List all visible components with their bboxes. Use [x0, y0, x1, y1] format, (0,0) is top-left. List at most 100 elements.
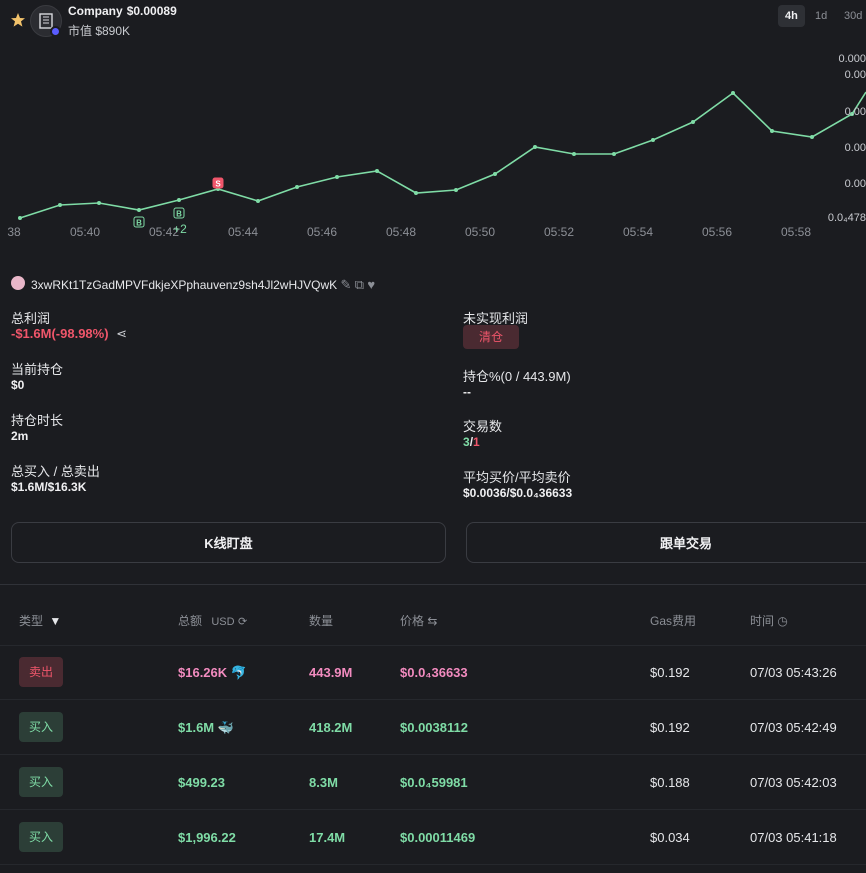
- switch-arrows-icon[interactable]: ⇆: [427, 614, 438, 628]
- price-point: [414, 191, 418, 195]
- y-tick-label: 0.00: [845, 69, 866, 81]
- row-price: $0.00011469: [400, 830, 476, 845]
- price-point: [256, 199, 260, 203]
- row-divider: [0, 754, 866, 755]
- total-profit-amount: -$1.6M(-98.98%): [11, 326, 109, 341]
- whale-icon: 🐳: [217, 720, 234, 735]
- col-time: 时间 ◷: [750, 612, 788, 629]
- price-point: [770, 129, 774, 133]
- clock-icon[interactable]: ◷: [777, 614, 788, 628]
- row-price: $0.0₄36633: [400, 665, 468, 680]
- row-time: 07/03 05:43:26: [750, 665, 837, 680]
- trades-label: 交易数: [463, 419, 503, 434]
- col-total-unit[interactable]: USD: [211, 616, 235, 628]
- price-point: [454, 188, 458, 192]
- total-profit-value: -$1.6M(-98.98%) ⋖: [11, 326, 127, 342]
- marker-label: B: [136, 219, 142, 228]
- holding-label: 当前持仓: [11, 362, 64, 377]
- x-tick-label: 05:54: [623, 225, 653, 239]
- x-tick-label: 05:50: [465, 225, 495, 239]
- row-gas: $0.192: [650, 720, 690, 735]
- col-type-label: 类型: [19, 614, 44, 628]
- duration-value: 2m: [11, 429, 29, 443]
- col-amount: 数量: [309, 614, 334, 628]
- heart-icon[interactable]: ♥: [367, 277, 376, 292]
- buy-marker[interactable]: [133, 216, 145, 228]
- favorite-star-icon[interactable]: [10, 12, 26, 28]
- col-total: 总额 USD ⟳: [178, 612, 247, 629]
- row-amount: 17.4M: [309, 830, 346, 845]
- col-total-label: 总额: [178, 614, 203, 628]
- swap-currency-icon[interactable]: ⟳: [237, 616, 248, 628]
- holding-pct-value: --: [463, 385, 471, 399]
- x-tick-label: 05:52: [544, 225, 574, 239]
- marker-label: S: [215, 180, 221, 189]
- more-markers-label[interactable]: +2: [173, 222, 187, 236]
- marker-label: B: [176, 210, 182, 219]
- price-point: [810, 135, 814, 139]
- market-cap: 市值 $890K: [68, 24, 131, 38]
- copy-trade-button[interactable]: 跟单交易: [466, 522, 866, 563]
- price-point: [137, 208, 141, 212]
- row-gas: $0.034: [650, 830, 690, 845]
- y-tick-label: 0.00: [845, 106, 866, 118]
- row-amount: 8.3M: [309, 775, 338, 790]
- col-type[interactable]: 类型 ▼: [19, 612, 61, 629]
- price-point: [731, 91, 735, 95]
- price-point: [18, 216, 22, 220]
- col-price: 价格 ⇆: [400, 612, 437, 629]
- row-divider: [0, 645, 866, 646]
- row-total: $16.26K 🐬: [178, 665, 247, 681]
- filter-icon[interactable]: ▼: [49, 614, 62, 628]
- kline-watch-button[interactable]: K线盯盘: [11, 522, 446, 563]
- token-name: Company: [68, 4, 123, 18]
- row-time: 07/03 05:42:49: [750, 720, 837, 735]
- row-total: $1,996.22: [178, 830, 236, 845]
- x-tick-label: 05:48: [386, 225, 416, 239]
- chain-badge-icon: [50, 26, 61, 37]
- row-time: 07/03 05:42:03: [750, 775, 837, 790]
- building-icon: [39, 13, 53, 29]
- row-price: $0.0₄59981: [400, 775, 468, 790]
- trades-sell-count: 1: [473, 435, 480, 449]
- row-total: $1.6M 🐳: [178, 720, 234, 736]
- row-amount: 443.9M: [309, 665, 353, 680]
- x-tick-label: 05:56: [702, 225, 732, 239]
- clear-position-button[interactable]: 清仓: [463, 325, 519, 349]
- trades-buy-count: 3: [463, 435, 470, 449]
- sell-marker[interactable]: [212, 177, 224, 189]
- edit-icon[interactable]: ✎: [340, 277, 352, 292]
- row-amount: 418.2M: [309, 720, 353, 735]
- price-point: [97, 201, 101, 205]
- unrealized-label: 未实现利润: [463, 311, 529, 326]
- price-chart[interactable]: 0.000 0.00 0.00 0.00 0.00 0.0₄478 38 05:4…: [0, 40, 866, 250]
- x-tick-label: 38: [7, 225, 21, 239]
- x-tick-label: 05:44: [228, 225, 258, 239]
- timeframe-1d[interactable]: 1d: [815, 10, 828, 22]
- y-tick-label: 0.0₄478: [828, 212, 866, 224]
- timeframe-4h[interactable]: 4h: [778, 5, 805, 27]
- holding-pct-label: 持仓%(0 / 443.9M): [463, 369, 571, 384]
- price-point: [58, 203, 62, 207]
- token-avatar: [30, 5, 62, 37]
- holding-value: $0: [11, 378, 25, 392]
- row-total: $499.23: [178, 775, 225, 790]
- copy-icon[interactable]: ⧉: [354, 277, 365, 292]
- y-tick-label: 0.00: [845, 142, 866, 154]
- token-title: Company $0.00089: [68, 4, 177, 18]
- buy-marker[interactable]: [173, 207, 185, 219]
- total-profit-label: 总利润: [11, 311, 51, 326]
- dolphin-icon: 🐬: [230, 665, 247, 680]
- timeframe-30d[interactable]: 30d: [844, 10, 863, 22]
- y-tick-label: 0.00: [845, 178, 866, 190]
- price-point: [375, 169, 379, 173]
- price-point: [295, 185, 299, 189]
- buy-sell-label: 总买入 / 总卖出: [11, 464, 100, 479]
- row-divider: [0, 699, 866, 700]
- share-icon[interactable]: ⋖: [116, 326, 128, 341]
- price-point: [850, 112, 854, 116]
- row-total-value: $16.26K: [178, 665, 228, 680]
- avg-price-value: $0.0036/$0.0₄36633: [463, 486, 573, 500]
- x-tick-label: 05:46: [307, 225, 337, 239]
- x-tick-label: 05:58: [781, 225, 811, 239]
